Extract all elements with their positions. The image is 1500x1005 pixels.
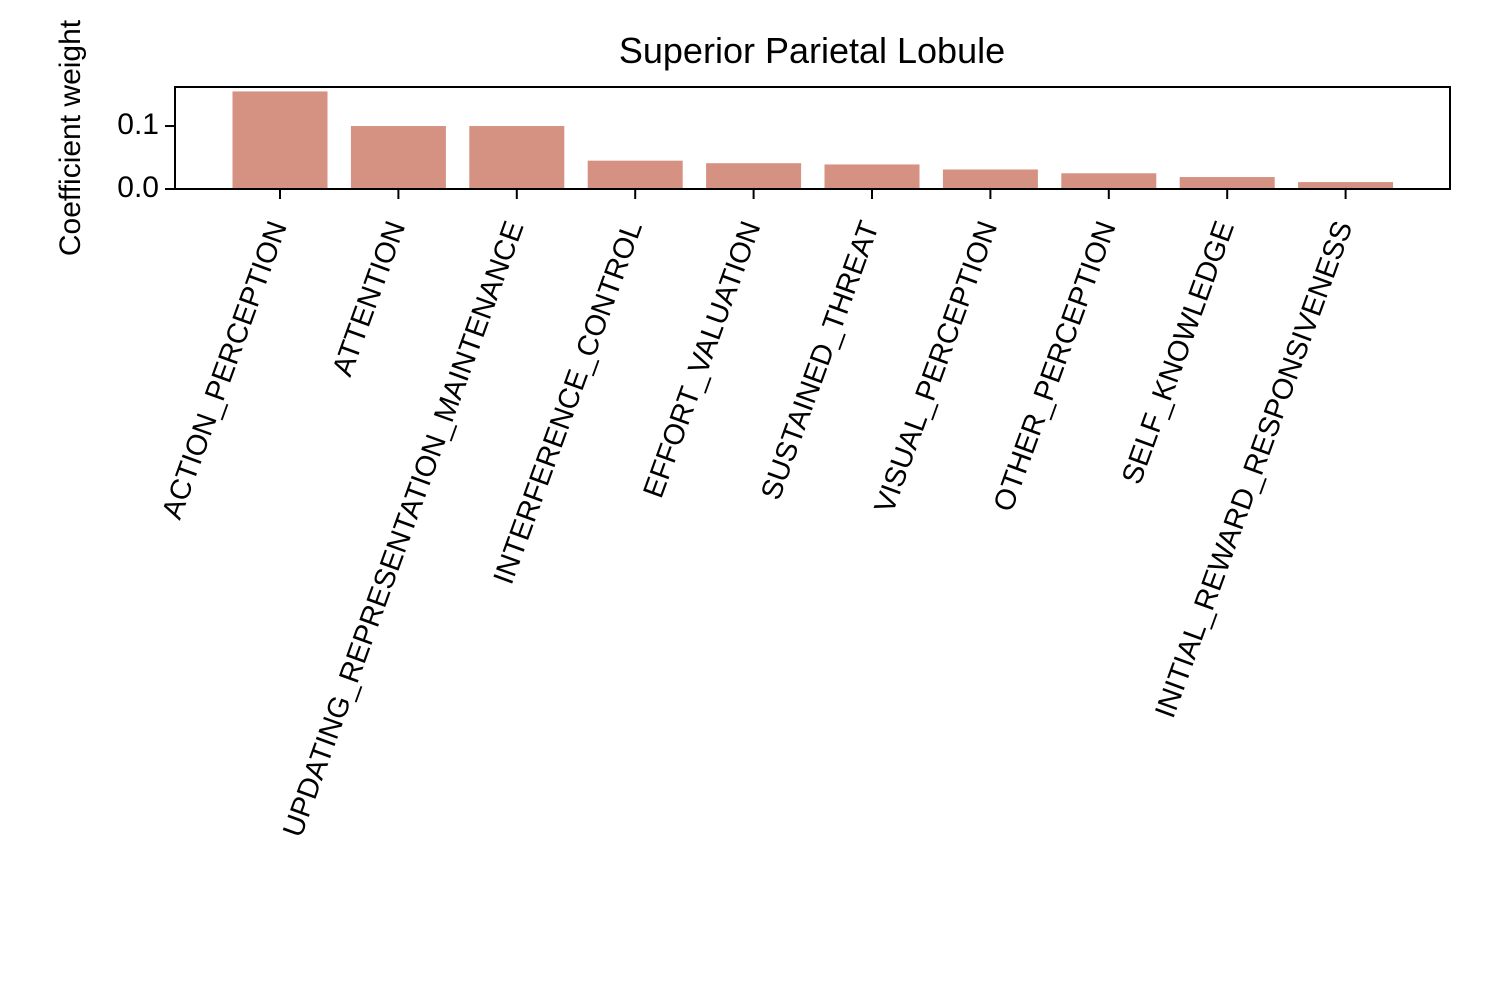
bar (1179, 177, 1275, 189)
x-tick-label: SELF_KNOWLEDGE (1116, 217, 1241, 488)
bar (1061, 173, 1157, 189)
bar (1298, 182, 1394, 189)
bar (587, 160, 683, 189)
y-tick-label: 0.0 (117, 171, 159, 204)
x-tick-label: EFFORT_VALUATION (638, 217, 768, 502)
x-tick-label: SUSTAINED_THREAT (755, 217, 886, 504)
y-tick-label: 0.1 (117, 108, 159, 141)
x-tick-label: OTHER_PERCEPTION (988, 217, 1123, 516)
x-tick-label: ACTION_PERCEPTION (156, 217, 294, 523)
bar (942, 169, 1038, 189)
bar (469, 126, 565, 189)
bar (706, 163, 802, 189)
x-tick-label: ATTENTION (327, 217, 413, 380)
bars-group (232, 91, 1394, 189)
plot-frame (174, 86, 1451, 190)
x-tick-label: INITIAL_REWARD_RESPONSIVENESS (1149, 217, 1359, 722)
bar (350, 126, 446, 189)
y-axis-label: Coefficient weight (54, 19, 87, 256)
y-axis-ticks: 0.0 0.1 (117, 108, 175, 204)
x-tick-label: VISUAL_PERCEPTION (869, 217, 1004, 517)
bar (824, 164, 920, 189)
chart-title: Superior Parietal Lobule (619, 30, 1005, 71)
bar (232, 91, 328, 189)
x-axis-ticks: ACTION_PERCEPTION ATTENTIONUPDATING_REPRE… (156, 189, 1359, 841)
x-tick-label: UPDATING_REPRESENTATION_MAINTENANCE (277, 217, 530, 841)
